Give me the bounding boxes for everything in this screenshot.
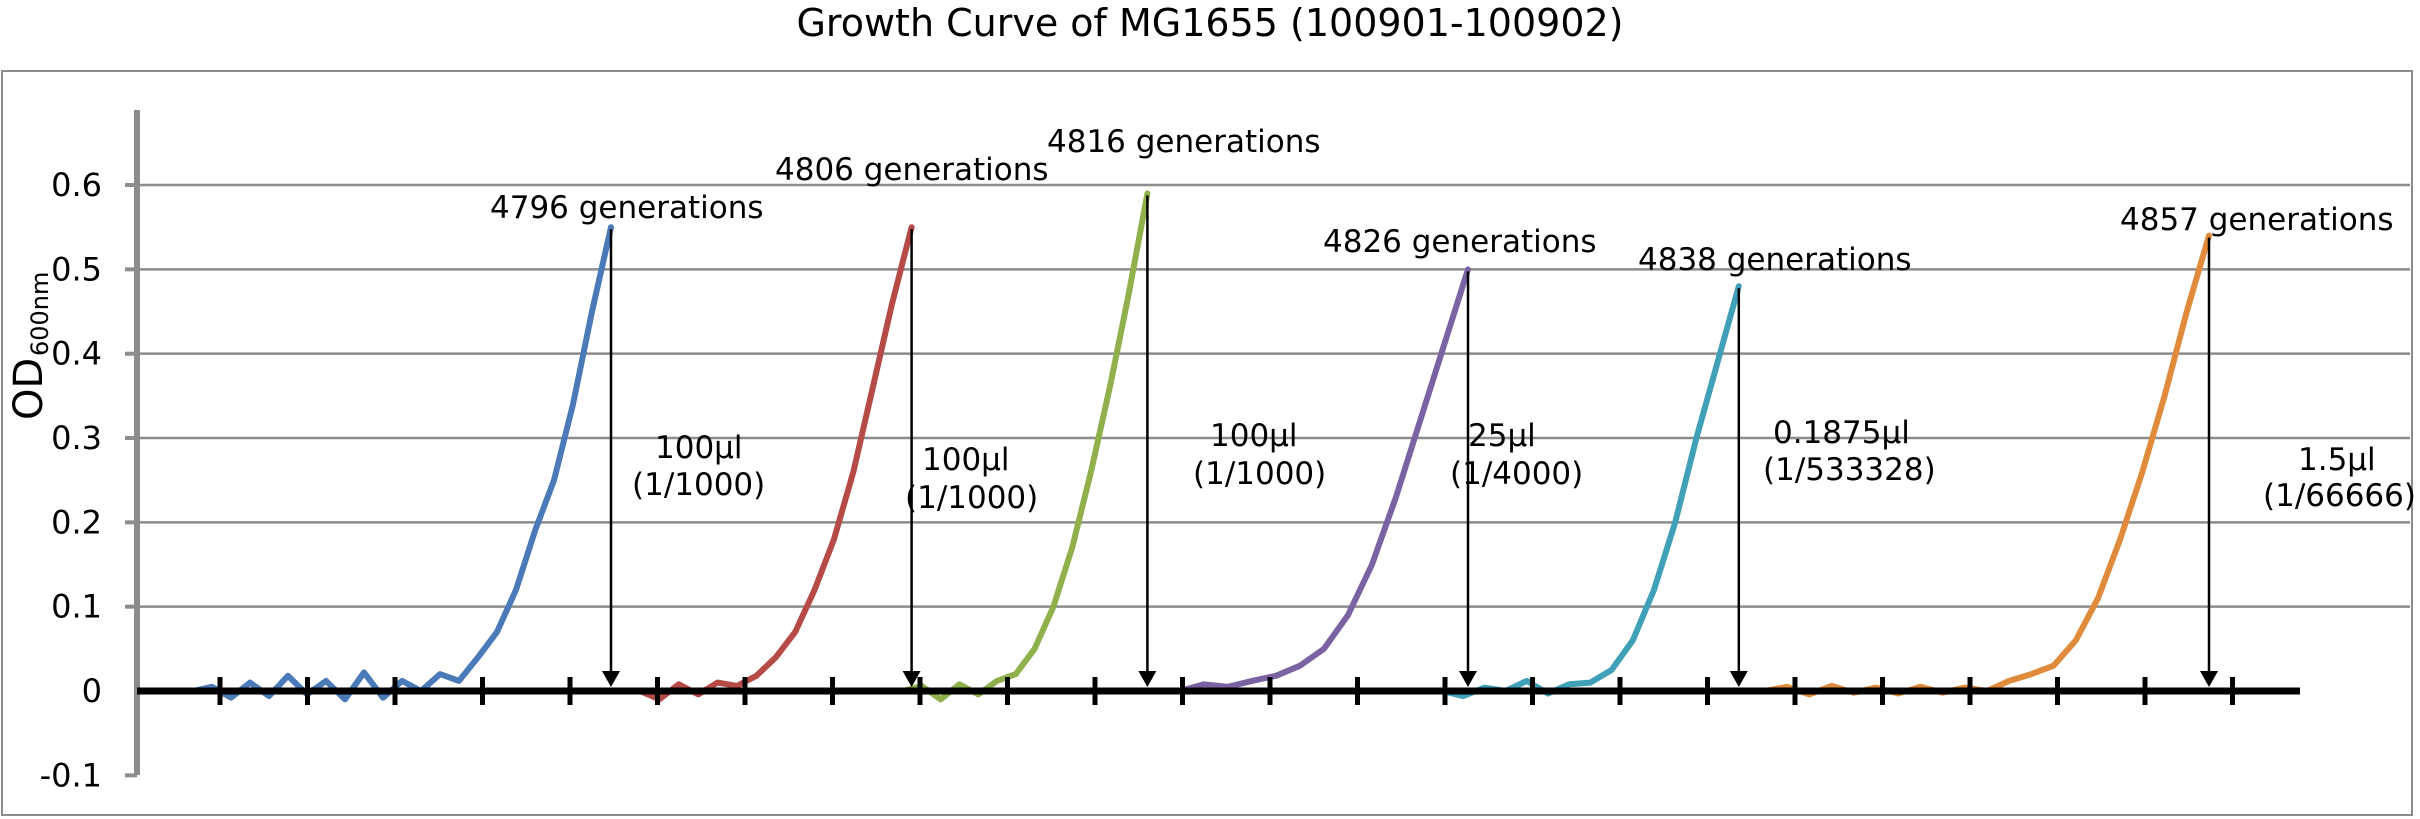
generation-label: 4796 generations: [490, 190, 764, 226]
transfer-arrowhead: [902, 671, 921, 687]
series-line: [900, 190, 1151, 703]
y-tick-label: -0.1: [40, 756, 102, 794]
transfer-volume-label: 0.1875μl: [1773, 415, 1910, 451]
y-axis-label: OD 600nm: [6, 272, 54, 420]
y-tick-label: 0.4: [51, 335, 102, 373]
transfer-volume-label: 100μl: [1210, 418, 1298, 454]
dilution-label: (1/1000): [1193, 456, 1326, 492]
plot-area-frame: [1, 70, 2413, 816]
y-tick-label: 0.3: [51, 419, 102, 457]
zero-axis: [137, 677, 2300, 705]
dilution-label: (1/1000): [905, 480, 1038, 516]
y-tick-label: 0.2: [51, 503, 102, 541]
dilution-label: (1/1000): [632, 467, 765, 503]
gridlines: [125, 183, 2410, 778]
y-axis-label-main: OD: [6, 358, 52, 420]
transfer-volume-label: 25μl: [1468, 418, 1536, 454]
y-axis-label-subscript: 600nm: [26, 272, 54, 356]
dilution-label: (1/66666): [2263, 478, 2416, 514]
generation-label: 4857 generations: [2120, 202, 2394, 238]
series-line: [1177, 266, 1471, 694]
y-tick-label: 0: [82, 672, 102, 710]
transfer-arrowhead: [602, 671, 620, 687]
chart-title: Growth Curve of MG1655 (100901-100902): [796, 1, 1623, 45]
dilution-label: (1/533328): [1763, 452, 1936, 488]
transfer-arrowhead: [1138, 671, 1157, 687]
generation-label: 4838 generations: [1638, 242, 1912, 278]
transfer-volume-label: 100μl: [655, 430, 743, 466]
transfer-volume-label: 1.5μl: [2298, 442, 2376, 478]
transfer-arrowhead: [1459, 671, 1477, 687]
transfer-arrowhead: [1729, 671, 1748, 687]
transfer-arrowhead: [2200, 671, 2218, 687]
y-tick-label: 0.1: [51, 588, 102, 626]
y-tick-label: 0.6: [51, 166, 102, 204]
generation-label: 4806 generations: [775, 152, 1049, 188]
y-tick-labels: -0.1 0 0.1 0.2 0.3 0.4 0.5 0.6: [40, 166, 102, 794]
y-tick-label: 0.5: [51, 250, 102, 288]
dilution-label: (1/4000): [1450, 456, 1583, 492]
transfer-volume-label: 100μl: [922, 442, 1010, 478]
generation-label: 4826 generations: [1323, 224, 1597, 260]
generation-label: 4816 generations: [1047, 124, 1321, 160]
